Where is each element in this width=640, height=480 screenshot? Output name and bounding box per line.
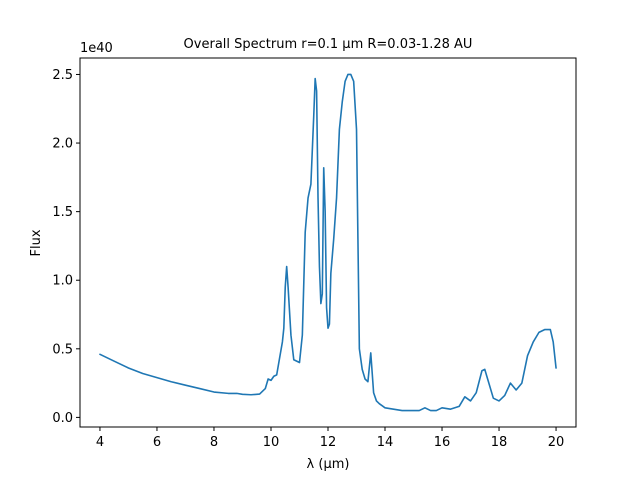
y-tick-label: 0.5 bbox=[52, 342, 73, 357]
x-tick-label: 8 bbox=[210, 435, 218, 450]
y-tick-label: 2.5 bbox=[52, 68, 73, 83]
x-tick-label: 20 bbox=[548, 435, 565, 450]
x-tick-label: 6 bbox=[153, 435, 161, 450]
x-tick-label: 14 bbox=[377, 435, 394, 450]
x-tick-label: 12 bbox=[320, 435, 337, 450]
plot-frame bbox=[79, 57, 577, 428]
x-axis-title: λ (μm) bbox=[307, 457, 350, 472]
y-tick-label: 1.0 bbox=[52, 274, 73, 289]
x-axis-ticks: 4 6 8 10 12 14 16 18 20 bbox=[96, 427, 565, 450]
x-tick-label: 4 bbox=[96, 435, 104, 450]
chart-title: Overall Spectrum r=0.1 μm R=0.03-1.28 AU bbox=[184, 37, 473, 52]
x-tick-label: 18 bbox=[491, 435, 508, 450]
x-tick-label: 16 bbox=[434, 435, 451, 450]
x-tick-label: 10 bbox=[263, 435, 280, 450]
series-line bbox=[99, 73, 557, 412]
y-offset-label: 1e40 bbox=[80, 41, 113, 56]
y-axis-ticks: 0.0 0.5 1.0 1.5 2.0 2.5 bbox=[52, 68, 80, 426]
y-axis-title: Flux bbox=[29, 229, 44, 256]
y-tick-label: 2.0 bbox=[52, 137, 73, 152]
y-tick-label: 1.5 bbox=[52, 205, 73, 220]
y-tick-label: 0.0 bbox=[52, 411, 73, 426]
